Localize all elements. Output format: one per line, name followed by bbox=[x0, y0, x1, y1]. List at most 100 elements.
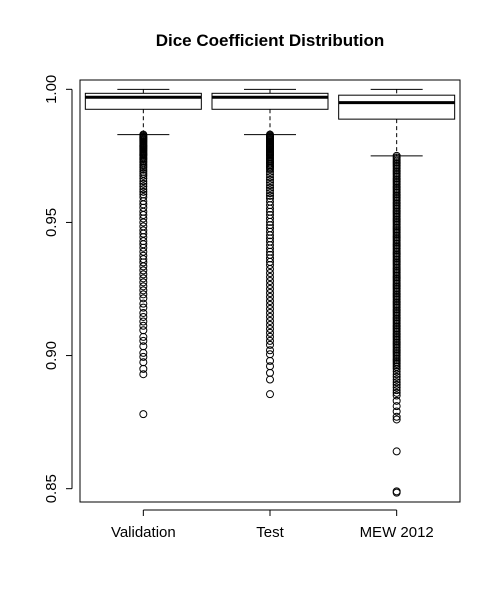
outlier-point bbox=[139, 294, 148, 303]
outlier-point bbox=[139, 243, 148, 252]
outlier-point bbox=[139, 332, 148, 341]
outlier-point bbox=[266, 181, 274, 190]
outlier-point bbox=[139, 290, 148, 299]
outlier-point bbox=[266, 204, 274, 213]
outlier-point bbox=[266, 288, 274, 297]
outlier-point bbox=[139, 364, 148, 373]
outlier-point bbox=[266, 165, 274, 174]
y-tick-label: 1.00 bbox=[43, 75, 60, 104]
outlier-point bbox=[266, 175, 274, 184]
outlier-point bbox=[139, 185, 148, 194]
outlier-point bbox=[266, 340, 274, 349]
outlier-point bbox=[266, 281, 274, 290]
outlier-point bbox=[139, 303, 148, 312]
outlier-point bbox=[139, 218, 148, 227]
plot-frame bbox=[79, 79, 461, 503]
outlier-point bbox=[139, 312, 148, 321]
outlier-point bbox=[392, 367, 401, 376]
outlier-point bbox=[139, 266, 148, 275]
outlier-point bbox=[266, 167, 274, 176]
outlier-point bbox=[139, 326, 148, 335]
outlier-point bbox=[139, 214, 148, 223]
outlier-point bbox=[139, 342, 148, 351]
outlier-point bbox=[266, 231, 274, 240]
outlier-point bbox=[392, 407, 401, 416]
outlier-point bbox=[139, 278, 148, 287]
outlier-point bbox=[392, 372, 401, 381]
box bbox=[84, 92, 202, 110]
outlier-point bbox=[392, 388, 401, 397]
outlier-point bbox=[266, 308, 274, 317]
outlier-point bbox=[266, 189, 274, 198]
outlier-point bbox=[139, 410, 148, 419]
outlier-point bbox=[139, 358, 148, 367]
outlier-point bbox=[392, 370, 401, 379]
outlier-point bbox=[266, 312, 274, 321]
outlier-point bbox=[266, 324, 274, 333]
outlier-point bbox=[266, 183, 274, 192]
outlier-point bbox=[266, 362, 274, 371]
outlier-point bbox=[139, 282, 148, 291]
x-tick-label: Test bbox=[256, 524, 284, 541]
y-axis: 0.85 0.90 0.95 1.00 bbox=[43, 75, 73, 503]
x-tick-label: Validation bbox=[111, 524, 176, 541]
outlier-point bbox=[266, 368, 274, 377]
x-axis: Validation Test MEW 2012 bbox=[111, 509, 434, 541]
outlier-point bbox=[266, 285, 274, 294]
outlier-point bbox=[392, 396, 401, 405]
outlier-point bbox=[139, 348, 148, 357]
outlier-point bbox=[139, 336, 148, 345]
outlier-point bbox=[266, 186, 274, 195]
outlier-point bbox=[139, 262, 148, 271]
outlier-point bbox=[139, 171, 148, 180]
outlier-point bbox=[139, 317, 148, 326]
outlier-point bbox=[266, 269, 274, 278]
boxes bbox=[84, 88, 456, 497]
outlier-point bbox=[266, 356, 274, 365]
outlier-point bbox=[392, 386, 401, 395]
outlier-point bbox=[139, 165, 148, 174]
outlier-point bbox=[139, 352, 148, 361]
outlier-point bbox=[392, 364, 401, 373]
outlier-point bbox=[266, 304, 274, 313]
outlier-point bbox=[266, 191, 274, 200]
x-tick-label: MEW 2012 bbox=[360, 524, 434, 541]
outlier-point bbox=[392, 402, 401, 411]
outlier-point bbox=[266, 170, 274, 179]
outlier-point bbox=[266, 328, 274, 337]
y-tick-label: 0.90 bbox=[43, 341, 60, 370]
outlier-point bbox=[266, 300, 274, 309]
outlier-point bbox=[266, 273, 274, 282]
outlier-point bbox=[266, 178, 274, 187]
box-group bbox=[84, 88, 202, 419]
box bbox=[211, 92, 329, 110]
outlier-point bbox=[139, 182, 148, 191]
outlier-point bbox=[392, 378, 401, 387]
outlier-point bbox=[392, 488, 401, 497]
outlier-point bbox=[392, 412, 401, 421]
outlier-point bbox=[392, 447, 401, 456]
outlier-point bbox=[266, 316, 274, 325]
outlier-point bbox=[139, 177, 148, 186]
outlier-point bbox=[392, 391, 401, 400]
outlier-point bbox=[266, 375, 274, 384]
box bbox=[338, 94, 456, 120]
box-group bbox=[338, 88, 456, 497]
outlier-point bbox=[266, 261, 274, 270]
outlier-point bbox=[392, 383, 401, 392]
outlier-point bbox=[139, 274, 148, 283]
outlier-point bbox=[266, 296, 274, 305]
box-group bbox=[211, 88, 329, 399]
outlier-point bbox=[139, 258, 148, 267]
outlier-point bbox=[139, 299, 148, 308]
chart-title: Dice Coefficient Distribution bbox=[156, 31, 385, 50]
outlier-point bbox=[266, 244, 274, 253]
outlier-point bbox=[392, 415, 401, 424]
y-tick-label: 0.95 bbox=[43, 208, 60, 237]
outlier-point bbox=[266, 390, 274, 399]
outlier-point bbox=[266, 346, 274, 355]
outlier-point bbox=[139, 321, 148, 330]
y-tick-label: 0.85 bbox=[43, 474, 60, 503]
outlier-point bbox=[139, 286, 148, 295]
